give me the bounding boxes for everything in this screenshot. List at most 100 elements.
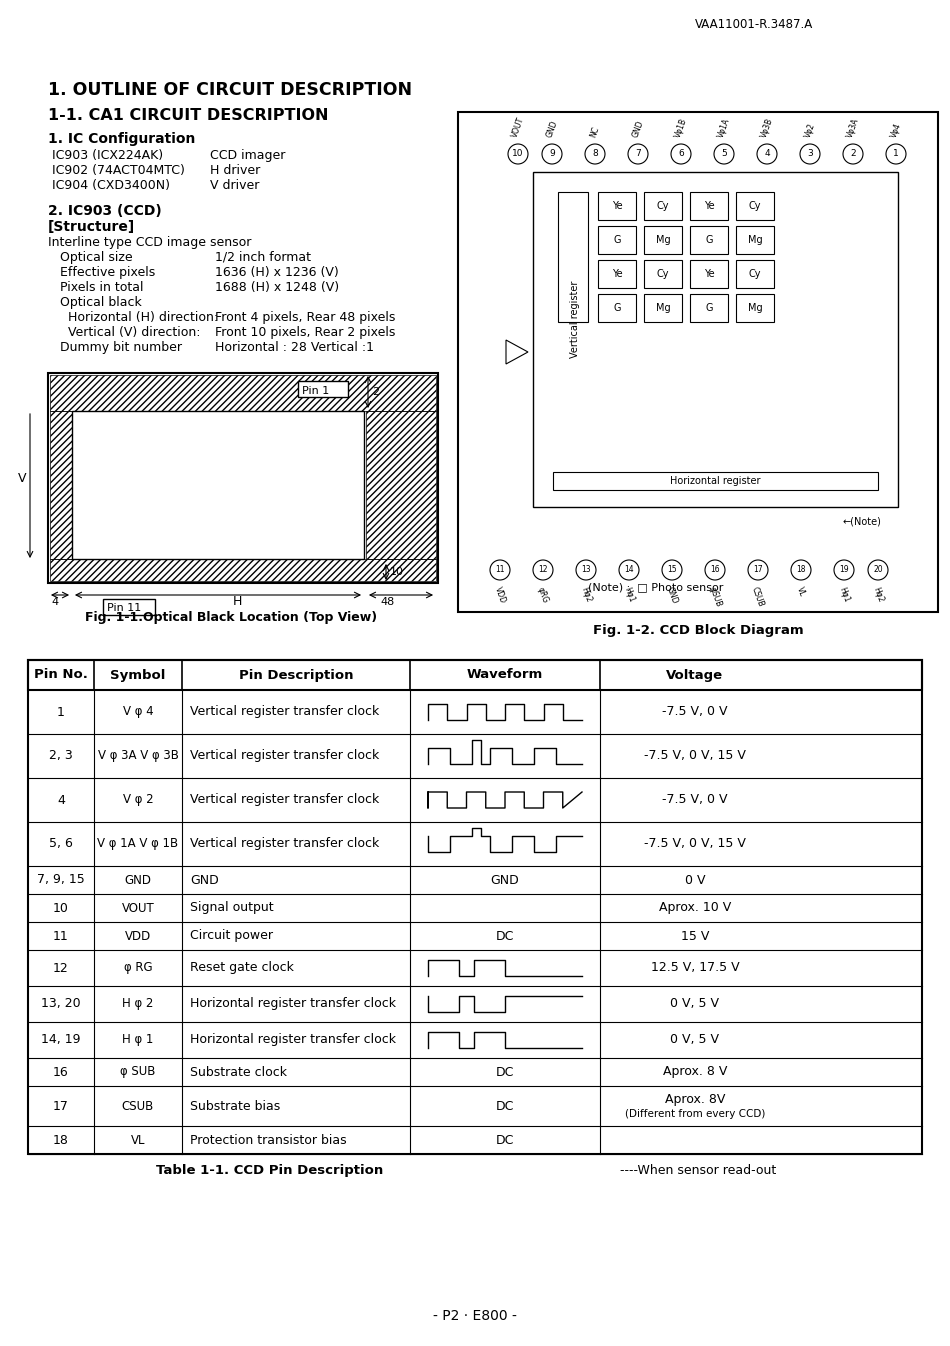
Text: Vφ1B: Vφ1B: [674, 117, 689, 139]
Text: 5, 6: 5, 6: [49, 837, 73, 851]
Text: Ye: Ye: [704, 269, 714, 279]
Text: 9: 9: [549, 149, 555, 159]
Text: H φ 1: H φ 1: [123, 1034, 154, 1046]
Text: 4: 4: [57, 794, 65, 806]
Polygon shape: [506, 341, 528, 363]
Text: 5: 5: [721, 149, 727, 159]
Text: DC: DC: [496, 930, 514, 942]
Text: Reset gate clock: Reset gate clock: [190, 961, 294, 975]
Text: GND: GND: [544, 120, 560, 139]
Text: Hφ1: Hφ1: [622, 586, 636, 603]
Text: -7.5 V, 0 V, 15 V: -7.5 V, 0 V, 15 V: [644, 750, 746, 762]
Text: Vφ1A: Vφ1A: [716, 117, 732, 139]
Text: 13, 20: 13, 20: [41, 997, 81, 1011]
Bar: [736, 192, 774, 219]
Circle shape: [791, 560, 811, 580]
Text: Vφ4: Vφ4: [889, 121, 902, 139]
Bar: [644, 192, 682, 219]
Text: 4: 4: [51, 598, 58, 607]
Text: 2. IC903 (CCD): 2. IC903 (CCD): [48, 205, 162, 218]
Text: V φ 4: V φ 4: [123, 705, 153, 719]
Text: 1636 (H) x 1236 (V): 1636 (H) x 1236 (V): [215, 267, 339, 279]
Text: CSUB: CSUB: [122, 1100, 154, 1113]
Text: VL: VL: [795, 586, 807, 598]
Bar: [28, 660, 922, 1154]
Text: 12.5 V, 17.5 V: 12.5 V, 17.5 V: [651, 961, 739, 975]
Text: VL: VL: [131, 1133, 145, 1147]
Text: Pin 11: Pin 11: [107, 603, 142, 612]
Text: Vertical register transfer clock: Vertical register transfer clock: [190, 837, 379, 851]
Text: Hφ2: Hφ2: [871, 586, 884, 603]
Text: 15 V: 15 V: [681, 930, 710, 942]
Text: VOUT: VOUT: [122, 902, 154, 914]
Text: G: G: [705, 236, 712, 245]
Text: [Structure]: [Structure]: [48, 219, 135, 234]
Text: (Different from every CCD): (Different from every CCD): [625, 1109, 765, 1119]
Bar: [553, 472, 878, 490]
Text: Ye: Ye: [612, 201, 622, 211]
Bar: [736, 226, 774, 254]
Text: 1: 1: [893, 149, 899, 159]
Text: Vertical register: Vertical register: [570, 280, 580, 358]
Text: Substrate clock: Substrate clock: [190, 1066, 287, 1078]
Text: Mg: Mg: [656, 236, 671, 245]
Text: Horizontal (H) direction:: Horizontal (H) direction:: [52, 311, 219, 324]
Text: Pin 1: Pin 1: [302, 386, 330, 396]
Text: 18: 18: [53, 1133, 69, 1147]
Circle shape: [886, 144, 906, 164]
Text: Vertical register transfer clock: Vertical register transfer clock: [190, 794, 379, 806]
Text: 3: 3: [808, 149, 813, 159]
Text: 11: 11: [495, 565, 504, 575]
Circle shape: [662, 560, 682, 580]
Text: VDD: VDD: [124, 930, 151, 942]
Text: Circuit power: Circuit power: [190, 930, 273, 942]
Text: Cy: Cy: [656, 201, 669, 211]
Circle shape: [490, 560, 510, 580]
Text: (Note) :  □ Photo sensor: (Note) : □ Photo sensor: [588, 581, 723, 592]
Text: Substrate bias: Substrate bias: [190, 1100, 280, 1113]
Bar: [690, 260, 728, 288]
Bar: [598, 293, 636, 322]
Text: IC903 (ICX224AK): IC903 (ICX224AK): [52, 149, 163, 162]
Text: 1. OUTLINE OF CIRCUIT DESCRIPTION: 1. OUTLINE OF CIRCUIT DESCRIPTION: [48, 81, 412, 100]
Text: H: H: [233, 595, 242, 608]
Text: 2: 2: [372, 388, 379, 397]
Circle shape: [619, 560, 639, 580]
Text: -7.5 V, 0 V, 15 V: -7.5 V, 0 V, 15 V: [644, 837, 746, 851]
Bar: [72, 411, 364, 559]
Circle shape: [843, 144, 863, 164]
Text: Waveform: Waveform: [466, 669, 543, 681]
Text: GND: GND: [124, 874, 151, 887]
Circle shape: [628, 144, 648, 164]
Text: - P2 · E800 -: - P2 · E800 -: [433, 1310, 517, 1323]
Bar: [366, 411, 436, 559]
Text: Ye: Ye: [612, 269, 622, 279]
Text: V φ 1A V φ 1B: V φ 1A V φ 1B: [98, 837, 179, 851]
Text: NC: NC: [589, 125, 601, 139]
Text: 1-1. CA1 CIRCUIT DESCRIPTION: 1-1. CA1 CIRCUIT DESCRIPTION: [48, 108, 329, 122]
Text: 0 V, 5 V: 0 V, 5 V: [671, 1034, 719, 1046]
Circle shape: [508, 144, 528, 164]
Bar: [644, 260, 682, 288]
Bar: [690, 293, 728, 322]
Text: G: G: [614, 236, 620, 245]
Text: Pin No.: Pin No.: [34, 669, 88, 681]
Text: 8: 8: [592, 149, 598, 159]
Text: Front 10 pixels, Rear 2 pixels: Front 10 pixels, Rear 2 pixels: [215, 326, 395, 339]
Text: Vφ3B: Vφ3B: [759, 117, 774, 139]
Text: Pixels in total: Pixels in total: [52, 281, 143, 293]
Text: 16: 16: [53, 1066, 68, 1078]
Text: VOUT: VOUT: [510, 116, 526, 139]
Text: Horizontal register transfer clock: Horizontal register transfer clock: [190, 1034, 396, 1046]
Bar: [50, 376, 436, 411]
Text: 10: 10: [390, 567, 404, 577]
Text: ----When sensor read-out: ----When sensor read-out: [620, 1164, 776, 1176]
Text: Horizontal register transfer clock: Horizontal register transfer clock: [190, 997, 396, 1011]
Text: CCD imager: CCD imager: [210, 149, 285, 162]
Bar: [28, 660, 922, 690]
Text: 48: 48: [380, 598, 394, 607]
Text: Dummy bit number: Dummy bit number: [52, 341, 182, 354]
Text: Aprox. 10 V: Aprox. 10 V: [659, 902, 732, 914]
Text: GND: GND: [665, 586, 679, 606]
Text: 2: 2: [850, 149, 856, 159]
